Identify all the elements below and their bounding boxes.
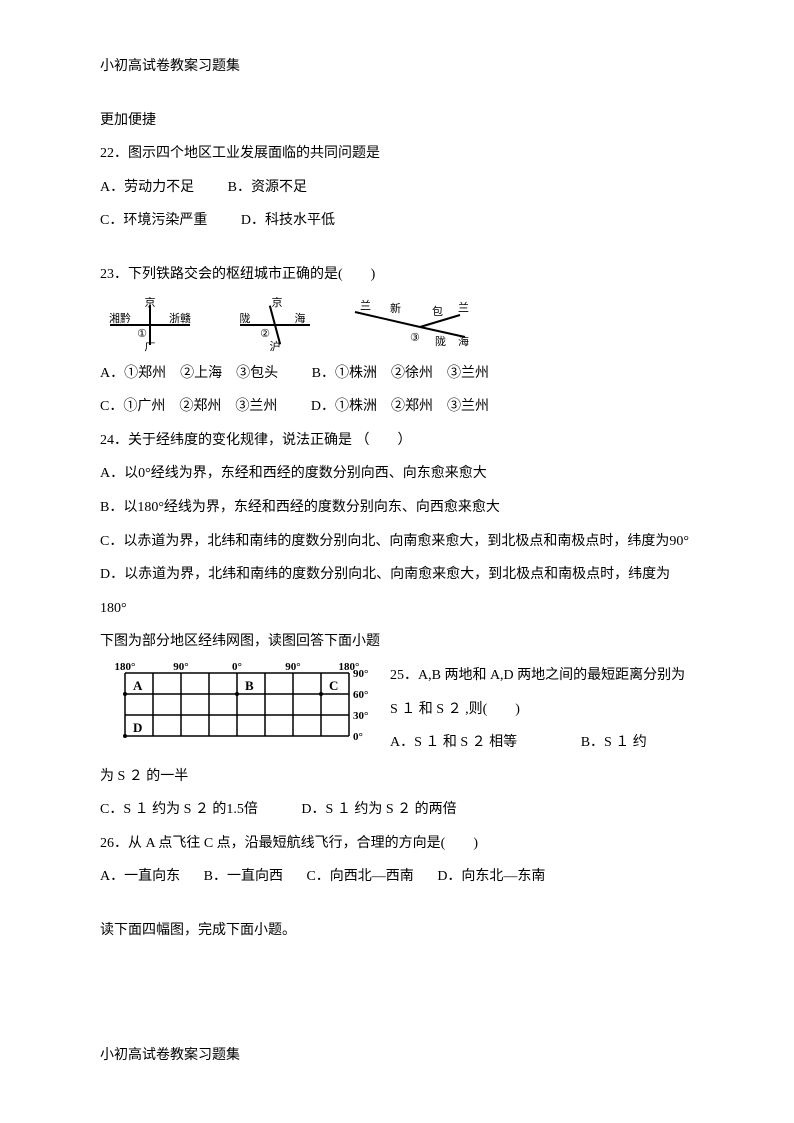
map-intro-text: 下图为部分地区经纬网图，读图回答下面小题 xyxy=(100,625,694,659)
grid-map-diagram: 180°90°0°90°180°90°60°30°0°ABCD xyxy=(100,659,370,749)
q24-opt-b: B．以180°经线为界，东经和西经的度数分别向东、向西愈来愈大 xyxy=(100,491,694,525)
svg-text:180°: 180° xyxy=(115,661,136,673)
q26-opt-b: B．一直向西 xyxy=(204,869,283,884)
q23-options-row1: A．①郑州 ②上海 ③包头 B．①株洲 ②徐州 ③兰州 xyxy=(100,357,694,391)
svg-text:京: 京 xyxy=(145,297,156,309)
q22-opt-a: A．劳动力不足 xyxy=(100,180,194,195)
q22-options-row2: C．环境污染严重 D．科技水平低 xyxy=(100,204,694,238)
q26-options-row: A．一直向东 B．一直向西 C．向西北—西南 D．向东北—东南 xyxy=(100,860,694,894)
q23-opt-b: B．①株洲 ②徐州 ③兰州 xyxy=(312,366,489,381)
svg-text:浙赣: 浙赣 xyxy=(169,311,191,325)
svg-text:新: 新 xyxy=(390,301,401,315)
svg-text:C: C xyxy=(329,678,338,693)
page-footer: 小初高试卷教案习题集 xyxy=(100,1039,240,1073)
q24-opt-c: C．以赤道为界，北纬和南纬的度数分别向北、向南愈来愈大，到北极点和南极点时，纬度… xyxy=(100,525,694,559)
svg-text:B: B xyxy=(245,678,254,693)
q24-opt-d: D．以赤道为界，北纬和南纬的度数分别向北、向南愈来愈大，到北极点和南极点时，纬度… xyxy=(100,558,694,625)
svg-text:海: 海 xyxy=(295,311,306,325)
q24-opt-a: A．以0°经线为界，东经和西经的度数分别向西、向东愈来愈大 xyxy=(100,457,694,491)
q23-diagram-row: 京 湘黔 浙赣 广 ① 京 陇 海 沪 ② 兰 新 包 兰 陇 海 ③ xyxy=(100,297,694,352)
svg-text:②: ② xyxy=(260,328,270,340)
svg-text:兰: 兰 xyxy=(360,299,371,312)
q23-opt-d: D．①株洲 ②郑州 ③兰州 xyxy=(311,399,489,414)
svg-text:D: D xyxy=(133,720,142,735)
svg-text:90°: 90° xyxy=(173,661,188,673)
q22-opt-d: D．科技水平低 xyxy=(241,213,335,228)
q25-opt-b2: 为 S ２ 的一半 xyxy=(100,760,694,794)
svg-text:③: ③ xyxy=(410,332,420,344)
q22-prompt: 22．图示四个地区工业发展面临的共同问题是 xyxy=(100,137,694,171)
q26-opt-c: C．向西北—西南 xyxy=(306,869,413,884)
q23-opt-c: C．①广州 ②郑州 ③兰州 xyxy=(100,399,277,414)
q25-options-row2: C．S １ 约为 S ２ 的1.5倍 D．S １ 约为 S ２ 的两倍 xyxy=(100,793,694,827)
q26-prompt: 26．从 A 点飞往 C 点，沿最短航线飞行，合理的方向是( ) xyxy=(100,827,694,861)
q22-opt-c: C．环境污染严重 xyxy=(100,213,207,228)
svg-text:90°: 90° xyxy=(285,661,300,673)
rail-diagram-3: 兰 新 包 兰 陇 海 ③ xyxy=(340,297,470,352)
svg-text:90°: 90° xyxy=(353,668,368,680)
q25-opt-d: D．S １ 约为 S ２ 的两倍 xyxy=(301,802,456,817)
q23-options-row2: C．①广州 ②郑州 ③兰州 D．①株洲 ②郑州 ③兰州 xyxy=(100,390,694,424)
svg-text:0°: 0° xyxy=(232,661,242,673)
q22-options-row1: A．劳动力不足 B．资源不足 xyxy=(100,171,694,205)
q25-opt-a: A．S １ 和 S ２ 相等 xyxy=(390,735,517,750)
svg-text:陇: 陇 xyxy=(240,311,251,325)
q23-prompt: 23．下列铁路交会的枢纽城市正确的是( ) xyxy=(100,258,694,292)
rail-diagram-2: 京 陇 海 沪 ② xyxy=(220,297,320,352)
svg-text:30°: 30° xyxy=(353,710,368,722)
svg-text:广: 广 xyxy=(145,340,156,352)
rail-diagram-1: 京 湘黔 浙赣 广 ① xyxy=(100,297,200,352)
q25-opt-b: B．S １ 约 xyxy=(581,735,647,750)
svg-text:京: 京 xyxy=(272,297,283,309)
intro-text: 更加便捷 xyxy=(100,104,694,138)
svg-text:①: ① xyxy=(137,328,147,340)
svg-text:0°: 0° xyxy=(353,731,363,743)
q25-opt-c: C．S １ 约为 S ２ 的1.5倍 xyxy=(100,802,258,817)
closing-text: 读下面四幅图，完成下面小题。 xyxy=(100,914,694,948)
q26-opt-d: D．向东北—东南 xyxy=(437,869,545,884)
svg-text:包: 包 xyxy=(432,305,443,318)
svg-text:60°: 60° xyxy=(353,689,368,701)
svg-text:陇: 陇 xyxy=(435,334,446,348)
grid-map-row: 180°90°0°90°180°90°60°30°0°ABCD 25．A,B 两… xyxy=(100,659,694,760)
q23-opt-a: A．①郑州 ②上海 ③包头 xyxy=(100,366,278,381)
svg-text:A: A xyxy=(133,678,143,693)
svg-text:海: 海 xyxy=(458,334,469,348)
svg-text:兰: 兰 xyxy=(458,301,469,314)
svg-text:沪: 沪 xyxy=(270,339,281,352)
q22-opt-b: B．资源不足 xyxy=(228,180,307,195)
svg-text:湘黔: 湘黔 xyxy=(109,311,131,325)
page-header: 小初高试卷教案习题集 xyxy=(100,50,694,84)
q25-line2: S １ 和 S ２ ,则( ) xyxy=(390,702,520,717)
q26-opt-a: A．一直向东 xyxy=(100,869,180,884)
q25-prompt: 25．A,B 两地和 A,D 两地之间的最短距离分别为 xyxy=(390,668,685,683)
q24-prompt: 24．关于经纬度的变化规律，说法正确是 （ ） xyxy=(100,424,694,458)
